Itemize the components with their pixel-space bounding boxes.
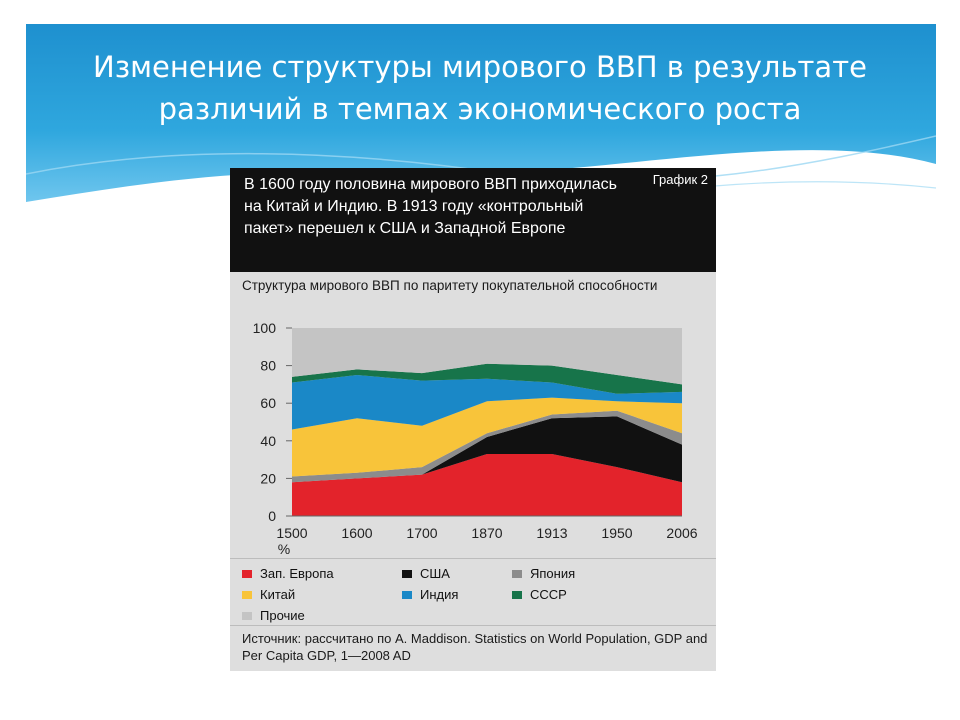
area-series-4: [292, 375, 682, 430]
legend-label: Прочие: [260, 608, 305, 623]
x-tick-label: 1913: [536, 525, 567, 541]
figure-tag: График 2: [652, 172, 708, 187]
legend-label: СССР: [530, 587, 567, 602]
x-tick-label: 2006: [666, 525, 697, 541]
area-series-0: [292, 454, 682, 516]
x-tick-label: 1600: [341, 525, 372, 541]
figure-headline: В 1600 году половина мирового ВВП приход…: [244, 176, 617, 237]
x-unit-label: %: [278, 541, 290, 557]
legend-label: Китай: [260, 587, 296, 602]
y-tick-label: 100: [253, 320, 277, 336]
y-tick-label: 60: [260, 395, 276, 411]
area-series-1: [292, 416, 682, 483]
legend-swatch: [242, 570, 252, 578]
y-tick-label: 20: [260, 470, 276, 486]
chart-source: Источник: рассчитано по A. Maddison. Sta…: [242, 631, 708, 663]
x-tick-label: 1870: [471, 525, 502, 541]
slide-title: Изменение структуры мирового ВВП в резул…: [93, 50, 867, 126]
legend-label: США: [420, 566, 450, 581]
legend-label: Япония: [530, 566, 576, 581]
chart-subtitle: Структура мирового ВВП по паритету покуп…: [242, 278, 658, 293]
y-tick-label: 40: [260, 433, 276, 449]
legend-swatch: [512, 570, 522, 578]
legend-swatch: [512, 591, 522, 599]
x-tick-label: 1500: [276, 525, 307, 541]
legend-swatch: [402, 570, 412, 578]
x-tick-label: 1950: [601, 525, 632, 541]
divider: [230, 558, 716, 559]
area-series-5: [292, 363, 682, 394]
legend-label: Зап. Европа: [260, 566, 334, 581]
chart-figure: В 1600 году половина мирового ВВП приход…: [230, 168, 716, 671]
area-series-2: [292, 410, 682, 483]
legend-swatch: [242, 591, 252, 599]
stacked-area-chart: 0 20 40 60 80 100 1500 1600 1700 1870 1913 1950 2006…: [253, 320, 698, 557]
divider: [230, 625, 716, 626]
legend-swatch: [402, 591, 412, 599]
area-series-3: [292, 397, 682, 477]
figure-header: В 1600 году половина мирового ВВП приход…: [230, 168, 716, 272]
x-tick-label: 1700: [406, 525, 437, 541]
legend-label: Индия: [420, 587, 459, 602]
area-series-6: [292, 328, 682, 385]
y-tick-label: 0: [268, 508, 276, 524]
y-tick-label: 80: [260, 358, 276, 374]
legend-swatch: [242, 612, 252, 620]
